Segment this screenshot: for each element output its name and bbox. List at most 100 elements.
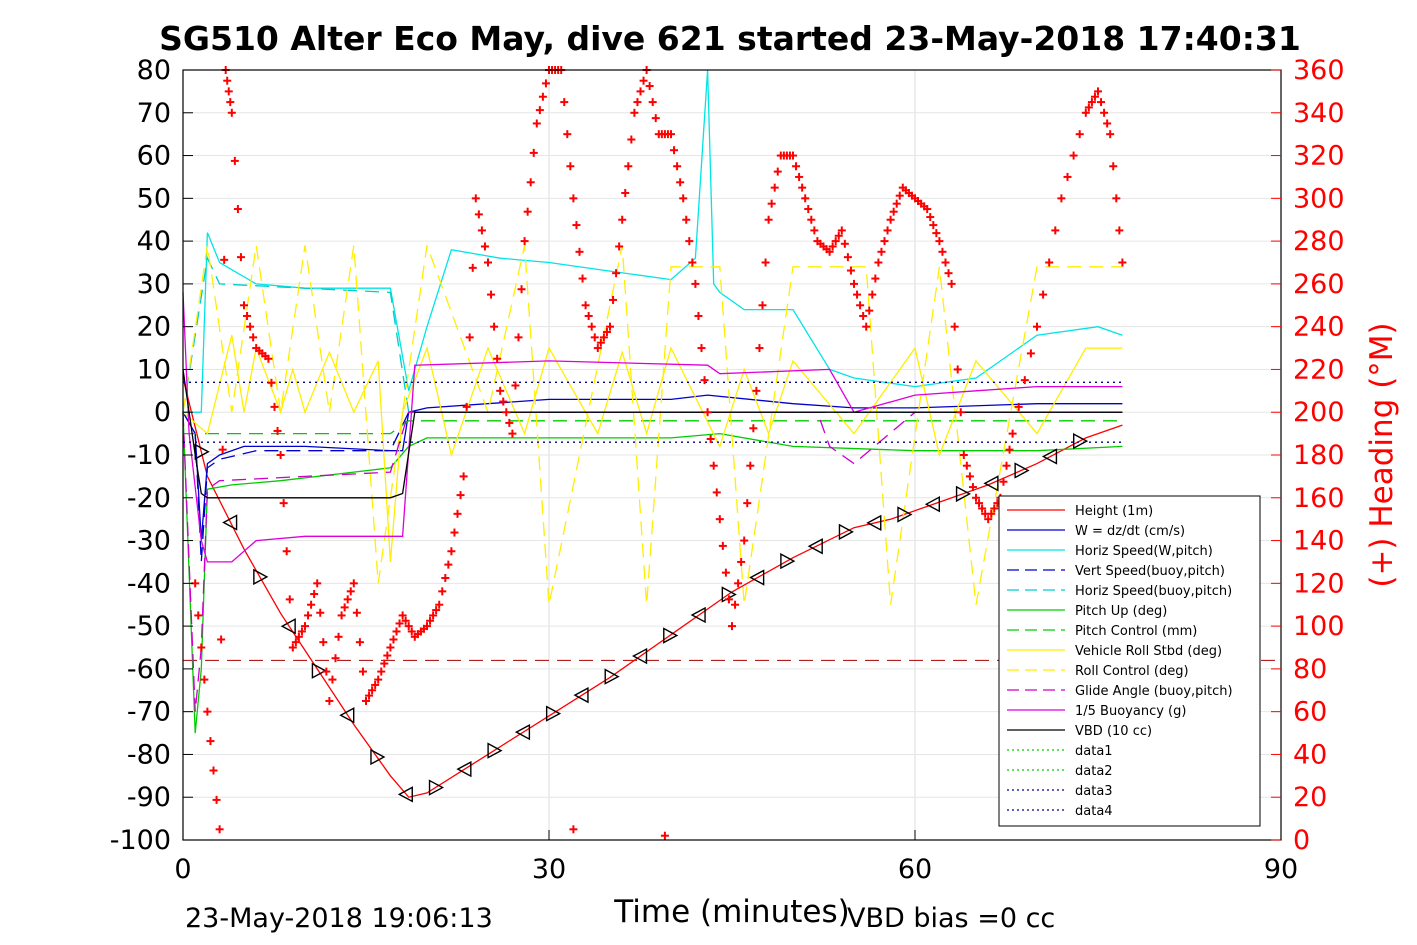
heading-point (444, 560, 453, 569)
heading-point (627, 135, 636, 144)
heading-point (697, 344, 706, 353)
heading-point (938, 247, 947, 256)
legend-entry: data4 (1075, 804, 1113, 819)
height-marker (222, 514, 238, 531)
height-marker (545, 705, 562, 722)
right-tick-label: 240 (1293, 312, 1345, 343)
heading-point (886, 215, 895, 224)
heading-point (362, 696, 370, 705)
height-markers (194, 432, 1089, 803)
heading-point (529, 148, 538, 157)
heading-point (700, 376, 709, 385)
heading-point (569, 194, 578, 203)
heading-point (212, 795, 221, 804)
left-tick-label: -20 (127, 483, 171, 514)
footer-timestamp: 23-May-2018 19:06:13 (185, 903, 493, 934)
heading-point (868, 290, 877, 299)
heading-point (322, 667, 331, 676)
heading-point (734, 579, 743, 588)
heading-point (682, 215, 691, 224)
heading-point (846, 266, 855, 275)
heading-point (731, 600, 740, 609)
height-marker (456, 760, 472, 778)
heading-point (825, 247, 834, 256)
heading-point (508, 429, 517, 438)
x-tick-label: 30 (532, 854, 566, 885)
left-tick-label: 70 (137, 98, 171, 129)
heading-point (743, 499, 752, 508)
heading-point (1014, 402, 1023, 411)
heading-point (249, 333, 258, 342)
heading-point (404, 622, 413, 631)
heading-point (944, 269, 953, 278)
heading-point (673, 162, 682, 171)
height-marker (780, 552, 796, 570)
heading-point (1057, 194, 1066, 203)
heading-point (850, 279, 858, 288)
right-tick-label: 180 (1293, 440, 1345, 471)
right-axis: 3603403203002802602402202001801601401201… (1271, 55, 1345, 856)
x-tick-label: 0 (174, 854, 191, 885)
heading-point (236, 253, 245, 262)
legend-entry: Pitch Up (deg) (1075, 604, 1167, 619)
heading-point (807, 215, 816, 224)
heading-point (490, 322, 499, 331)
heading-point (828, 242, 837, 251)
x-tick-label: 90 (1264, 854, 1298, 885)
height-marker (663, 627, 679, 644)
heading-point (285, 595, 294, 604)
heading-point (853, 290, 862, 299)
heading-point (926, 213, 935, 222)
heading-point (1094, 87, 1102, 96)
heading-point (365, 691, 374, 700)
heading-point (590, 333, 599, 342)
heading-point (972, 493, 980, 502)
heading-point (496, 386, 505, 395)
heading-point (386, 643, 395, 652)
height-marker (428, 779, 445, 796)
heading-point (346, 587, 355, 596)
right-axis-label: (+) Heading (°M) (1364, 322, 1400, 587)
legend-entry: W = dz/dt (cm/s) (1075, 524, 1185, 539)
heading-point (892, 199, 901, 208)
heading-point (767, 199, 776, 208)
heading-point (499, 397, 508, 406)
heading-point (798, 183, 807, 192)
height-marker (487, 742, 503, 759)
right-tick-label: 300 (1293, 183, 1345, 214)
heading-point (401, 616, 410, 625)
heading-point (956, 408, 965, 417)
heading-point (880, 237, 889, 246)
heading-point (566, 162, 575, 171)
heading-point (761, 258, 770, 267)
height-marker (311, 662, 327, 679)
left-tick-label: -10 (127, 440, 171, 471)
heading-point (456, 491, 465, 500)
right-tick-label: 200 (1293, 397, 1345, 428)
heading-point (865, 306, 874, 315)
heading-point (685, 237, 694, 246)
heading-point (615, 242, 624, 251)
heading-point (223, 76, 232, 85)
series-layer (182, 69, 1281, 798)
heading-point (968, 483, 977, 492)
heading-point (941, 258, 950, 267)
x-axis-label: Time (minutes) (613, 894, 849, 930)
heading-point (645, 82, 654, 91)
right-tick-label: 120 (1293, 568, 1345, 599)
legend-entry: Horiz Speed(W,pitch) (1075, 544, 1213, 559)
heading-point (987, 509, 996, 518)
heading-point (423, 622, 431, 631)
heading-point (450, 528, 459, 537)
left-tick-label: -50 (127, 611, 171, 642)
right-tick-label: 260 (1293, 269, 1345, 300)
heading-point (224, 87, 233, 96)
series-glide-angle-buoy-pitch- (182, 411, 1123, 712)
heading-point (541, 79, 550, 88)
heading-point (398, 611, 407, 620)
heading-point (310, 590, 319, 599)
legend-entry: VBD (10 cc) (1075, 724, 1152, 739)
heading-point (264, 354, 273, 363)
heading-point (831, 237, 840, 246)
right-tick-label: 320 (1293, 141, 1345, 172)
